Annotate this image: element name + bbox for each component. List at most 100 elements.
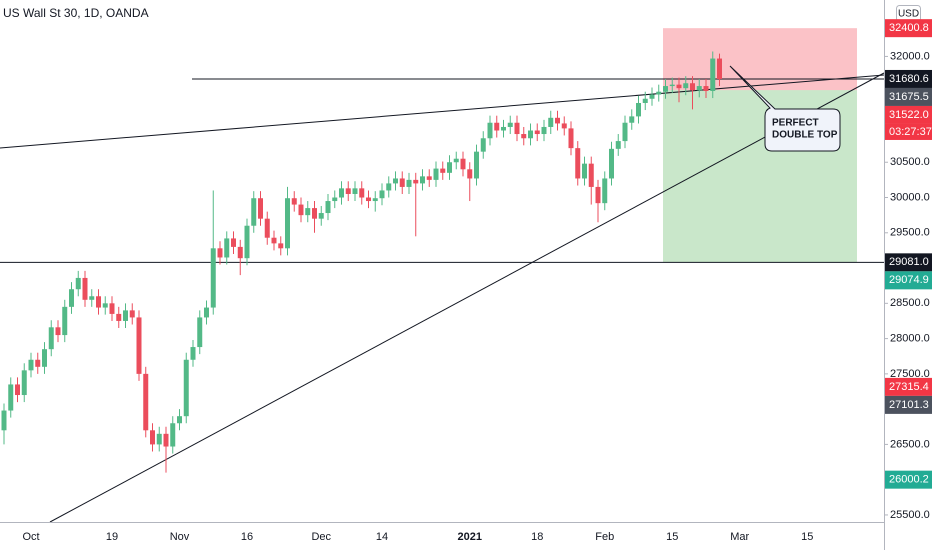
candle-body xyxy=(75,277,81,290)
x-tick-label: 18 xyxy=(531,531,543,543)
price-badge xyxy=(885,19,932,38)
price-badge-label: 32400.8 xyxy=(889,22,929,34)
price-badge xyxy=(885,377,932,396)
candle-body xyxy=(143,373,149,431)
candle-body xyxy=(163,433,169,447)
candle-body xyxy=(642,98,648,103)
x-tick-label: 15 xyxy=(801,531,813,543)
candle-body xyxy=(420,176,425,184)
x-tick-label: Mar xyxy=(730,531,749,543)
candle-body xyxy=(69,289,74,307)
y-tick-label: 28500.0 xyxy=(890,297,930,309)
candle-body xyxy=(359,188,365,198)
candle-body xyxy=(696,86,702,91)
x-tick-label: Oct xyxy=(22,531,39,543)
candle-body xyxy=(548,117,554,127)
price-badge-label: 27101.3 xyxy=(889,399,929,411)
price-badge-label: 31680.6 xyxy=(889,73,929,85)
candle-body xyxy=(156,433,162,445)
x-tick-label: 2021 xyxy=(458,531,482,543)
callout xyxy=(729,65,841,152)
candle-body xyxy=(514,122,520,135)
candle-body xyxy=(318,213,324,219)
candle-body xyxy=(413,179,419,184)
price-badge xyxy=(885,69,932,88)
trend-line xyxy=(0,74,885,149)
candle-body xyxy=(42,349,47,367)
candle-body xyxy=(197,317,203,348)
candle-body xyxy=(622,122,628,142)
price-badge xyxy=(885,271,932,290)
candle-body xyxy=(393,178,398,184)
candle-body xyxy=(264,218,270,238)
price-badge-label: 29081.0 xyxy=(889,256,929,268)
candle-body xyxy=(426,176,432,180)
candle-body xyxy=(339,188,344,198)
candle-body xyxy=(109,303,115,314)
candle-body xyxy=(629,116,635,123)
candle-body xyxy=(541,126,547,135)
candle-body xyxy=(210,248,216,308)
candle-body xyxy=(575,148,581,179)
x-tick-label: Nov xyxy=(170,531,190,543)
candle-body xyxy=(183,359,189,417)
candle-body xyxy=(582,163,587,179)
candle-body xyxy=(399,178,405,187)
candle-body xyxy=(501,126,506,131)
candle-body xyxy=(467,169,473,179)
candle-body xyxy=(433,168,439,180)
price-badge-label: 31675.5 xyxy=(889,91,929,103)
candle-body xyxy=(507,122,513,127)
candle-body xyxy=(55,327,61,336)
candle-body xyxy=(1,410,7,431)
candle-body xyxy=(717,58,722,80)
candle-body xyxy=(386,183,392,191)
y-tick-label: 26500.0 xyxy=(890,438,930,450)
y-tick-label: 30000.0 xyxy=(890,191,930,203)
y-tick-label: 32000.0 xyxy=(890,50,930,62)
candle-body xyxy=(21,370,27,396)
candle-body xyxy=(690,83,695,91)
candle-body xyxy=(231,238,236,247)
candle-body xyxy=(656,91,662,95)
candle-body xyxy=(588,163,594,187)
candle-body xyxy=(555,117,560,124)
candle-body xyxy=(636,102,641,117)
price-badge xyxy=(885,105,932,124)
candle-body xyxy=(487,122,493,139)
candle-body xyxy=(440,168,446,173)
candle-body xyxy=(96,296,101,308)
candle-body xyxy=(224,238,230,258)
candle-body xyxy=(332,197,338,202)
y-tick-label: 29500.0 xyxy=(890,227,930,239)
candle-body xyxy=(136,317,142,374)
chart-title: US Wall St 30, 1D, OANDA xyxy=(3,6,149,20)
y-tick-label: 30500.0 xyxy=(890,156,930,168)
x-tick-label: Dec xyxy=(311,531,331,543)
candle-body xyxy=(217,248,223,258)
candle-body xyxy=(366,197,371,202)
candle-body xyxy=(28,359,34,371)
candle-body xyxy=(534,130,540,135)
candle-body xyxy=(129,310,135,318)
price-badge xyxy=(885,87,932,106)
candle-body xyxy=(35,359,41,367)
candle-body xyxy=(312,208,317,219)
countdown-label: 03:27:37 xyxy=(889,126,932,138)
candle-body xyxy=(89,296,95,300)
candle-body xyxy=(676,84,682,89)
candle-body xyxy=(170,423,176,447)
annotation: PERFECT xyxy=(772,118,819,129)
candle-body xyxy=(123,310,128,321)
candle-body xyxy=(298,204,304,216)
y-tick-label: 27500.0 xyxy=(890,368,930,380)
candle-body xyxy=(116,313,122,321)
candle-body xyxy=(474,151,479,179)
price-badge-label: 26000.2 xyxy=(889,474,929,486)
candle-body xyxy=(325,201,331,214)
candle-body xyxy=(683,83,689,89)
annotation: DOUBLE TOP xyxy=(772,130,838,141)
candle-body xyxy=(561,123,567,129)
candle-body xyxy=(8,384,14,411)
